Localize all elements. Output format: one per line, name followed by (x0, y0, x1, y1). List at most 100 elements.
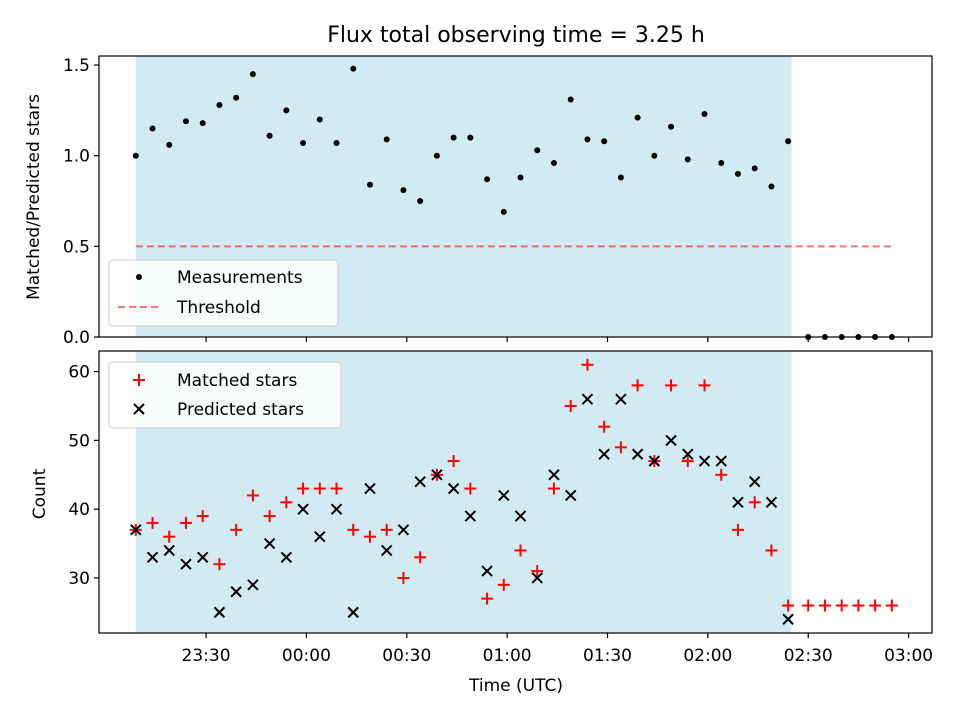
measurement-point (718, 159, 725, 166)
measurement-point (316, 116, 323, 123)
time-xtick-label: 02:00 (683, 646, 732, 666)
matched-star-point (681, 455, 694, 468)
predicted-star-point (347, 606, 359, 619)
matched-star-point (547, 482, 560, 495)
predicted-star-point (263, 537, 276, 550)
measurement-point (383, 136, 390, 143)
predicted-star-point (196, 551, 209, 564)
predicted-star-point (397, 524, 410, 536)
measurement-point (132, 152, 139, 159)
measurement-point (684, 156, 691, 163)
matched-star-point (598, 420, 611, 433)
legend-measurements-label: Measurements (177, 268, 303, 288)
measurement-point (350, 65, 357, 72)
matched-star-point (196, 510, 209, 523)
predicted-star-point (564, 489, 577, 502)
matched-star-point (179, 516, 192, 529)
predicted-star-point (330, 503, 343, 515)
measurement-point (785, 138, 792, 145)
predicted-star-point (631, 448, 644, 460)
legend-matched-marker (133, 374, 145, 386)
matched-star-point (347, 523, 360, 536)
measurement-point (768, 183, 775, 190)
predicted-star-point (498, 489, 510, 502)
measurement-point (651, 152, 658, 159)
measurement-point (166, 141, 173, 148)
matched-star-point (782, 599, 795, 612)
ratio-ylabel: Matched/Predicted stars (24, 94, 44, 300)
measurement-point (333, 140, 340, 147)
ratio-legend-box (108, 259, 339, 327)
matched-star-point (146, 516, 159, 529)
predicted-star-point (581, 393, 594, 405)
matched-star-point (869, 599, 882, 612)
matched-star-point (464, 482, 477, 495)
measurement-point (467, 134, 474, 141)
measurement-point (300, 140, 307, 147)
predicted-star-point (163, 544, 175, 557)
time-xtick-label: 23:30 (182, 646, 231, 666)
matched-star-point (885, 599, 898, 612)
measurement-point (584, 136, 591, 143)
predicted-star-point (765, 496, 778, 509)
measurement-point (249, 71, 256, 78)
matched-star-point (765, 544, 778, 557)
legend-predicted-label: Predicted stars (177, 400, 304, 420)
ratio-legend: Measurements Threshold (108, 259, 339, 327)
matched-star-point (297, 482, 310, 495)
measurement-point (433, 152, 440, 159)
measurement-point (400, 187, 407, 194)
predicted-star-point (431, 469, 443, 481)
count-legend-box (108, 361, 342, 429)
measurement-point (199, 120, 206, 127)
predicted-star-point (364, 482, 376, 495)
ratio-panel: 0.0 0.5 1.0 1.5 Matched/Predicted stars Mea… (24, 55, 933, 348)
legend-measurements-marker (136, 274, 142, 280)
measurement-point (182, 118, 189, 125)
measurement-point (517, 174, 524, 181)
time-xtick-label: 03:00 (884, 646, 933, 666)
count-ytick-label: 50 (68, 431, 90, 451)
matched-star-point (447, 455, 460, 468)
predicted-star-point (247, 579, 259, 591)
matched-star-point (363, 530, 376, 543)
predicted-star-point (715, 455, 727, 467)
measurement-point (366, 181, 373, 188)
matched-star-point (531, 565, 544, 578)
measurement-point (751, 165, 758, 172)
matched-star-point (213, 558, 226, 571)
matched-star-point (313, 482, 326, 495)
measurement-point (534, 147, 541, 154)
matched-star-point (731, 523, 744, 536)
predicted-star-point (380, 544, 393, 557)
predicted-star-point (414, 475, 426, 488)
predicted-star-point (297, 503, 309, 515)
time-xtick-label: 01:30 (583, 646, 632, 666)
matched-star-point (852, 599, 865, 612)
predicted-star-point (598, 448, 610, 460)
predicted-star-point (280, 551, 293, 564)
count-ytick-label: 60 (68, 363, 90, 383)
count-ytick-label: 40 (68, 500, 90, 520)
predicted-star-point (314, 531, 326, 543)
measurement-point (617, 174, 624, 181)
matched-star-point (414, 551, 427, 564)
measurement-point (550, 159, 557, 166)
matched-star-point (280, 496, 293, 509)
ratio-ytick-label: 1.0 (63, 147, 90, 167)
predicted-star-point (180, 558, 192, 570)
count-panel-frame (98, 350, 933, 634)
matched-star-point (380, 523, 393, 536)
ratio-ytick-label: 0.0 (63, 328, 90, 348)
predicted-star-point (514, 510, 527, 522)
predicted-star-point (230, 586, 242, 598)
legend-threshold-label: Threshold (176, 298, 261, 318)
matched-star-point (481, 592, 494, 605)
matched-star-point (514, 544, 527, 557)
time-xtick-label: 00:00 (282, 646, 331, 666)
matched-star-point (330, 482, 343, 495)
count-legend: Matched stars Predicted stars (108, 361, 342, 429)
matched-star-point (163, 530, 176, 543)
measurement-point (266, 132, 273, 139)
